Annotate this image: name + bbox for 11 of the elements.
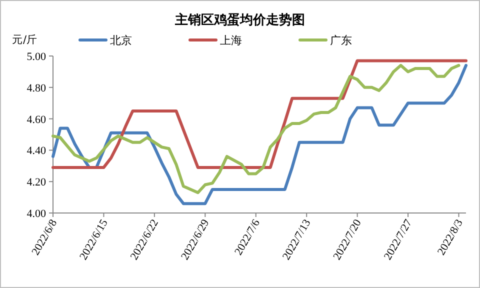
- y-tick-label: 5.00: [26, 51, 46, 63]
- y-tick-label: 4.80: [26, 82, 46, 94]
- y-tick-label: 4.40: [26, 145, 46, 158]
- legend-label: 北京: [110, 34, 132, 47]
- y-tick-label: 4.20: [26, 176, 46, 189]
- y-tick-label: 4.60: [26, 114, 46, 126]
- chart-title: 主销区鸡蛋均价走势图: [174, 12, 305, 28]
- y-axis-title: 元/斤: [12, 33, 38, 46]
- legend-label: 广东: [330, 34, 352, 47]
- y-tick-label: 4.00: [26, 208, 46, 220]
- legend-label: 上海: [220, 34, 242, 47]
